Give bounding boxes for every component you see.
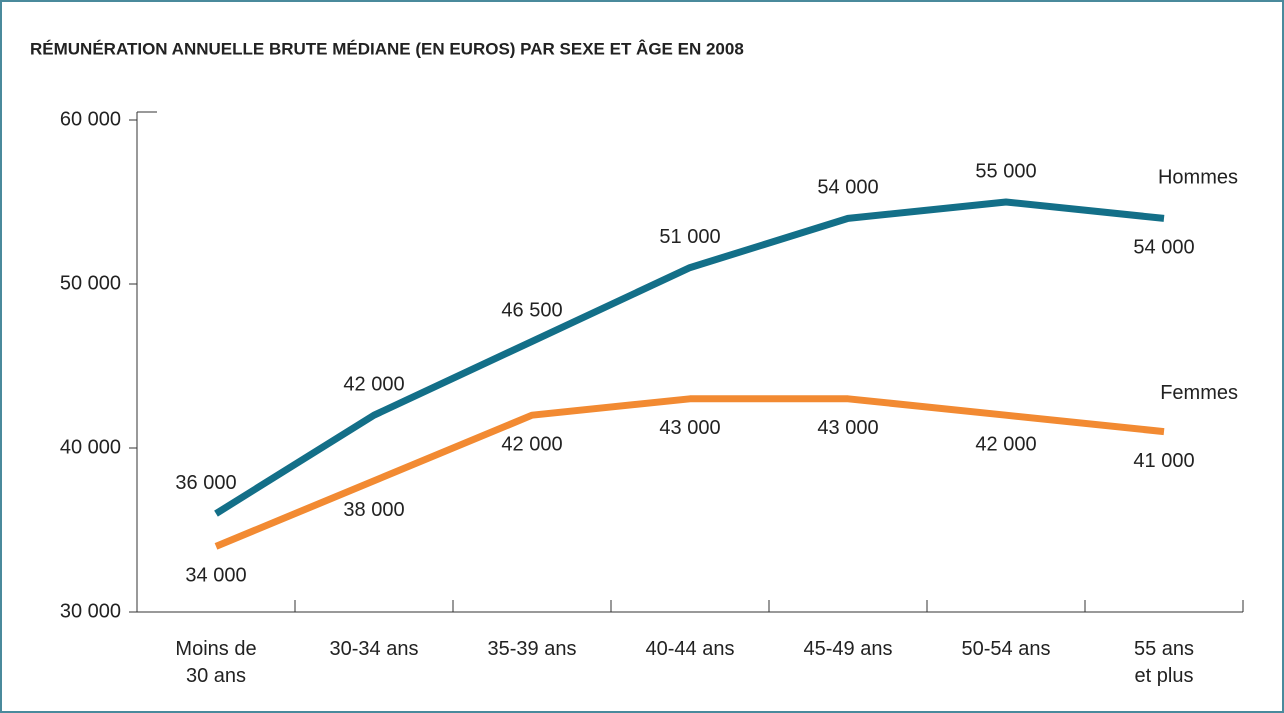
- data-label: 42 000: [501, 433, 562, 455]
- data-label: 41 000: [1133, 450, 1194, 472]
- series-label: Femmes: [1160, 382, 1238, 404]
- data-label: 42 000: [975, 433, 1036, 455]
- y-tick-label: 60 000: [60, 108, 121, 130]
- x-tick-label: 55 ans et plus: [1133, 638, 1195, 687]
- data-label: 51 000: [659, 226, 720, 248]
- line-series: [214, 198, 1165, 517]
- x-tick-label: 50-54 ans: [961, 638, 1051, 660]
- data-label: 54 000: [1133, 237, 1194, 259]
- data-label: 46 500: [501, 300, 562, 322]
- y-tick-label: 50 000: [60, 272, 121, 294]
- y-tick-label: 40 000: [60, 436, 121, 458]
- y-tick-label: 30 000: [60, 600, 121, 622]
- data-label: 38 000: [343, 499, 404, 521]
- data-label: 42 000: [343, 373, 404, 395]
- x-tick-label: 40-44 ans: [645, 638, 735, 660]
- x-tick-label: 45-49 ans: [803, 638, 893, 660]
- x-tick-label: 30-34 ans: [329, 638, 419, 660]
- series-label: Hommes: [1158, 167, 1238, 189]
- data-label: 36 000: [175, 472, 236, 494]
- line-series: [214, 395, 1165, 550]
- data-label: 43 000: [817, 417, 878, 439]
- data-label: 55 000: [975, 160, 1036, 182]
- x-tick-label: 35-39 ans: [487, 638, 577, 660]
- data-label: 43 000: [659, 417, 720, 439]
- data-label: 34 000: [185, 565, 246, 587]
- data-label: 54 000: [817, 177, 878, 199]
- chart-title: RÉMUNÉRATION ANNUELLE BRUTE MÉDIANE (EN …: [30, 39, 744, 58]
- x-tick-label: Moins de 30 ans: [175, 638, 257, 687]
